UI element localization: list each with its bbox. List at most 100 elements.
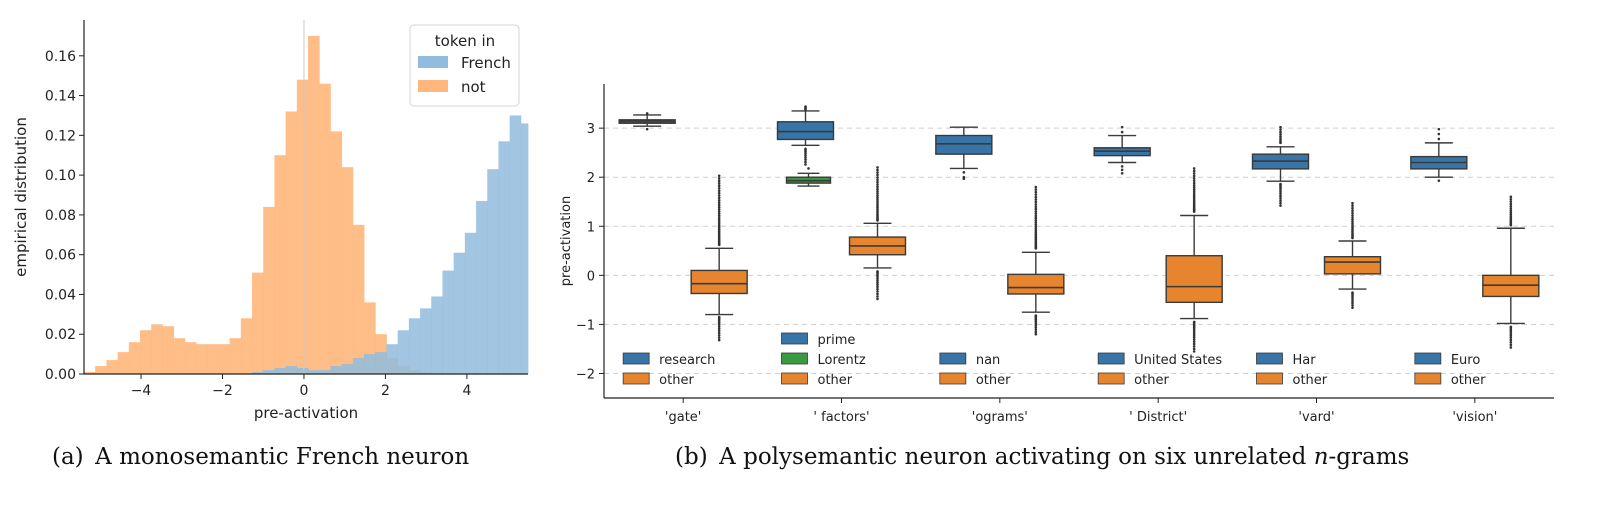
hist-bar	[274, 155, 287, 374]
outlier-point	[1279, 192, 1282, 196]
outlier-point	[876, 279, 879, 282]
legend-swatch	[1097, 372, 1125, 385]
outlier-point	[1351, 226, 1354, 230]
outlier-point	[876, 187, 879, 191]
histogram-panel: 0.00 0.02 0.04 0.06 0.08 0.10 0.12 0.14 0.16 −4 −2…	[12, 20, 529, 422]
hist-bar	[319, 370, 331, 374]
group-legend: Euro other	[1414, 352, 1486, 388]
legend-swatch	[939, 352, 967, 365]
outlier-point	[717, 230, 721, 233]
legend-swatch-french	[418, 56, 448, 68]
outlier-point	[876, 196, 879, 200]
legend-label: other	[1451, 373, 1486, 388]
outlier-point	[1192, 327, 1196, 331]
outlier-point	[717, 184, 721, 188]
box-other	[848, 166, 907, 301]
outlier-point	[1279, 190, 1282, 194]
outlier-point	[1192, 342, 1196, 346]
iqr-box	[690, 269, 748, 295]
outlier-point	[1509, 343, 1513, 347]
iqr-box	[1323, 256, 1382, 275]
outlier-point	[1351, 224, 1354, 228]
outlier-point	[876, 290, 879, 293]
legend-swatch	[622, 372, 650, 385]
outlier-point	[1437, 132, 1441, 136]
outlier-point	[717, 208, 721, 211]
outlier-point	[1192, 192, 1196, 196]
outlier-point	[804, 163, 807, 166]
hist-bar	[218, 344, 231, 374]
outlier-point	[1192, 194, 1196, 198]
outlier-point	[1034, 227, 1038, 230]
outlier-point	[717, 196, 721, 200]
outlier-point	[717, 323, 721, 326]
hist-bar	[397, 330, 410, 374]
outlier-point	[1192, 167, 1196, 170]
outlier-point	[876, 173, 879, 177]
outlier-point	[717, 182, 721, 185]
outlier-point	[804, 160, 807, 164]
outlier-point	[1034, 214, 1038, 218]
outlier-point	[1351, 299, 1354, 303]
outlier-point	[1279, 201, 1282, 205]
y-tick-label: 0.14	[45, 89, 76, 105]
outlier-point	[717, 333, 721, 337]
group-legend: prime Lorentz other	[781, 332, 866, 388]
outlier-point	[1192, 188, 1196, 192]
outlier-point	[1120, 125, 1124, 129]
outlier-point	[1509, 202, 1513, 206]
outlier-point	[1351, 218, 1354, 221]
hist-bar	[442, 270, 455, 374]
outlier-point	[1192, 350, 1196, 353]
legend-label: other	[818, 373, 853, 388]
x-tick-label: ' District'	[1129, 410, 1187, 425]
hist-bar	[285, 366, 298, 374]
hist-bar	[229, 338, 242, 374]
outlier-point	[1509, 338, 1513, 342]
outlier-point	[1509, 336, 1513, 339]
outlier-point	[876, 275, 879, 279]
legend-swatch	[1256, 352, 1283, 365]
legend-swatch	[1414, 352, 1442, 365]
y-axis-label: pre-activation	[559, 196, 574, 286]
legend-swatch	[781, 352, 808, 365]
outlier-point	[876, 285, 879, 289]
outlier-point	[1279, 186, 1282, 190]
hist-bar	[375, 352, 387, 374]
outlier-point	[1351, 209, 1354, 212]
series-french	[252, 115, 529, 375]
outlier-point	[1351, 213, 1354, 217]
y-tick-label: 2	[587, 171, 595, 186]
outlier-point	[1509, 200, 1513, 203]
outlier-point	[1279, 125, 1282, 129]
box-other	[690, 174, 748, 342]
legend-label-french: French	[461, 54, 511, 72]
outlier-point	[876, 185, 879, 189]
caption-b: (b) A polysemantic neuron activating on …	[675, 444, 1410, 470]
outlier-point	[876, 287, 879, 291]
x-tick-label: 'vision'	[1452, 410, 1497, 425]
outlier-point	[876, 178, 879, 182]
outlier-point	[1351, 220, 1354, 224]
legend-label: other	[976, 373, 1011, 388]
legend-title: token in	[435, 32, 495, 50]
box-nan	[935, 126, 993, 180]
outlier-point	[1279, 130, 1282, 134]
hist-bar	[520, 123, 529, 374]
hist-bar	[364, 302, 376, 374]
outlier-point	[876, 297, 879, 301]
outlier-point	[1351, 304, 1354, 307]
outlier-point	[1351, 206, 1354, 210]
hist-bar	[408, 318, 421, 374]
outlier-point	[717, 187, 721, 190]
outlier-point	[876, 204, 879, 208]
outlier-point	[1351, 297, 1354, 300]
outlier-point	[1192, 345, 1196, 348]
outlier-point	[1351, 295, 1354, 299]
outlier-point	[1192, 190, 1196, 194]
legend-swatch	[622, 352, 650, 365]
hist-bar	[509, 115, 522, 375]
outlier-point	[876, 190, 879, 193]
caption-a: (a) A monosemantic French neuron	[52, 444, 470, 470]
